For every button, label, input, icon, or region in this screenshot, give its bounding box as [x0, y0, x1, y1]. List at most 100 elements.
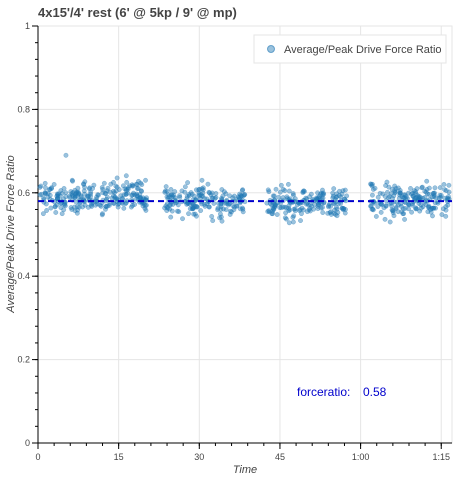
- scatter-point: [193, 197, 199, 203]
- scatter-point: [326, 203, 332, 208]
- scatter-point: [42, 180, 48, 186]
- scatter-point: [139, 182, 145, 188]
- scatter-point: [443, 204, 449, 209]
- scatter-point: [227, 193, 233, 199]
- scatter-point: [177, 193, 182, 199]
- scatter-point: [219, 218, 225, 224]
- scatter-point: [406, 202, 412, 208]
- scatter-point: [209, 214, 215, 219]
- scatter-point: [210, 218, 216, 224]
- scatter-point: [298, 218, 303, 223]
- scatter-point: [180, 216, 185, 222]
- scatter-point: [95, 192, 101, 198]
- scatter-point: [184, 201, 190, 207]
- scatter-point: [408, 186, 413, 191]
- scatter-point: [205, 181, 211, 187]
- scatter-point: [368, 203, 374, 209]
- scatter-point: [75, 204, 80, 210]
- scatter-point: [209, 195, 215, 201]
- scatter-point: [38, 183, 44, 189]
- scatter-point: [123, 191, 129, 197]
- scatter-point: [291, 192, 296, 198]
- scatter-point: [170, 202, 176, 207]
- legend-marker: [267, 45, 275, 53]
- scatter-point: [331, 186, 337, 192]
- scatter-point: [128, 204, 134, 210]
- scatter-point: [42, 190, 48, 195]
- scatter-point: [423, 202, 429, 207]
- scatter-point: [420, 195, 426, 201]
- scatter-point: [193, 197, 199, 203]
- scatter-point: [441, 182, 447, 187]
- scatter-point: [292, 208, 298, 214]
- scatter-point: [54, 196, 60, 202]
- x-tick-label: 1:00: [352, 452, 370, 462]
- scatter-point: [443, 188, 449, 193]
- scatter-point: [290, 214, 296, 220]
- scatter-point: [426, 185, 432, 191]
- scatter-point: [113, 188, 119, 194]
- scatter-point: [339, 191, 345, 197]
- scatter-point: [81, 182, 87, 187]
- y-tick-label: 0.2: [17, 355, 30, 365]
- scatter-point: [76, 191, 81, 197]
- scatter-point: [215, 205, 221, 211]
- scatter-point: [285, 181, 291, 187]
- scatter-point: [401, 211, 407, 217]
- scatter-point: [111, 179, 116, 185]
- scatter-point: [239, 188, 245, 193]
- scatter-point: [175, 202, 181, 208]
- scatter-point: [162, 189, 168, 195]
- scatter-point: [403, 196, 409, 202]
- scatter-point: [41, 195, 46, 201]
- scatter-point: [125, 186, 131, 192]
- scatter-point: [82, 184, 87, 190]
- scatter-point: [428, 207, 433, 212]
- scatter-point: [100, 190, 106, 196]
- annotation-value: 0.58: [363, 385, 387, 399]
- scatter-point: [375, 194, 381, 200]
- scatter-point: [370, 192, 375, 198]
- scatter-points: [37, 152, 452, 226]
- scatter-point: [431, 194, 437, 200]
- scatter-point: [290, 219, 296, 225]
- scatter-point: [237, 191, 243, 197]
- scatter-point: [290, 191, 296, 196]
- scatter-point: [266, 189, 272, 195]
- scatter-point: [49, 186, 54, 192]
- scatter-point: [51, 182, 57, 187]
- scatter-point: [142, 206, 148, 211]
- x-tick-label: 15: [114, 452, 124, 462]
- scatter-point: [229, 209, 234, 215]
- scatter-point: [437, 185, 443, 190]
- scatter-point: [207, 190, 212, 196]
- scatter-point: [303, 201, 309, 207]
- scatter-point: [395, 185, 401, 191]
- scatter-point: [375, 204, 381, 209]
- scatter-point: [443, 207, 449, 213]
- scatter-point: [107, 189, 113, 195]
- scatter-point: [198, 208, 204, 213]
- scatter-point: [443, 213, 449, 219]
- scatter-point: [406, 190, 411, 196]
- scatter-point: [220, 193, 226, 199]
- scatter-point: [372, 185, 378, 191]
- scatter-point: [410, 193, 416, 199]
- scatter-point: [271, 207, 277, 212]
- scatter-point: [219, 187, 225, 192]
- scatter-point: [167, 206, 173, 212]
- y-tick-label: 0.4: [17, 271, 30, 281]
- scatter-point: [103, 204, 109, 209]
- scatter-point: [63, 152, 69, 158]
- scatter-point: [274, 212, 280, 217]
- scatter-point: [381, 205, 387, 211]
- annotation-label: forceratio:: [297, 385, 350, 399]
- scatter-point: [101, 180, 107, 186]
- scatter-point: [96, 192, 101, 198]
- plot-area: [37, 25, 453, 444]
- scatter-point: [297, 207, 303, 213]
- scatter-point: [196, 192, 202, 198]
- scatter-point: [179, 188, 185, 194]
- scatter-point: [387, 219, 393, 225]
- scatter-point: [108, 181, 114, 187]
